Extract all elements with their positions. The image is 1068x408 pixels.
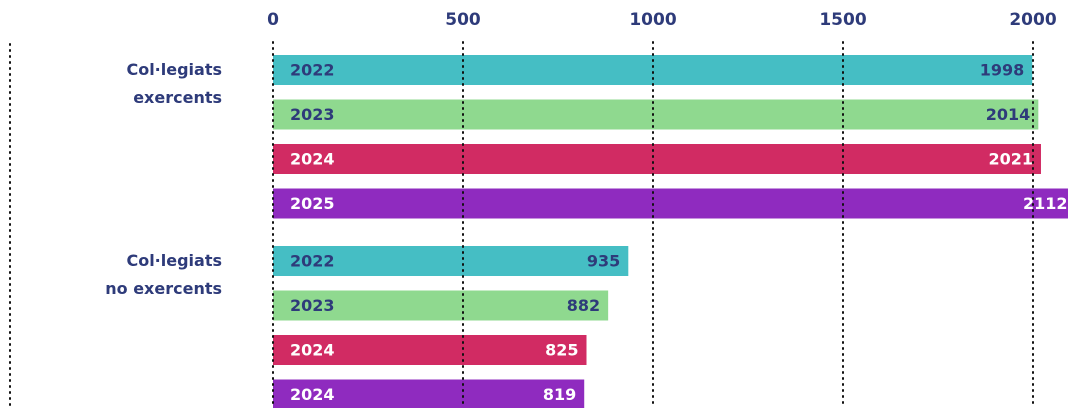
bar: [273, 144, 1041, 174]
value-label: 935: [587, 252, 620, 271]
value-label: 825: [545, 341, 578, 360]
bar: [273, 379, 585, 408]
value-label: 2021: [988, 150, 1033, 169]
value-label: 2112: [1023, 194, 1068, 213]
bar: [273, 188, 1068, 219]
bar: [273, 335, 587, 365]
value-label: 1998: [980, 61, 1025, 80]
x-tick-label: 1000: [629, 10, 676, 30]
value-label: 2014: [986, 105, 1031, 124]
category-label: Col·legiats no exercents: [105, 251, 222, 298]
bar-year-label: 2023: [290, 296, 335, 315]
x-tick-label: 500: [445, 10, 481, 30]
bar-year-label: 2024: [290, 150, 335, 169]
bar-year-label: 2023: [290, 105, 335, 124]
bar-year-label: 2024: [290, 341, 335, 360]
category-line: no exercents: [105, 279, 222, 298]
x-tick-label: 1500: [819, 10, 866, 30]
category-label: Col·legiats exercents: [126, 60, 222, 107]
category-line: Col·legiats: [126, 251, 222, 270]
bar: [273, 290, 609, 321]
bar-year-label: 2022: [290, 252, 335, 271]
bar: [273, 99, 1039, 130]
category-line: exercents: [133, 88, 222, 107]
x-tick-label: 0: [267, 10, 279, 30]
category-line: Col·legiats: [126, 60, 222, 79]
x-tick-label: 2000: [1009, 10, 1056, 30]
bar-year-label: 2022: [290, 61, 335, 80]
bar-year-label: 2025: [290, 194, 335, 213]
value-label: 819: [543, 385, 576, 404]
bar: [273, 246, 629, 276]
value-label: 882: [567, 296, 600, 315]
bar-year-label: 2024: [290, 385, 335, 404]
